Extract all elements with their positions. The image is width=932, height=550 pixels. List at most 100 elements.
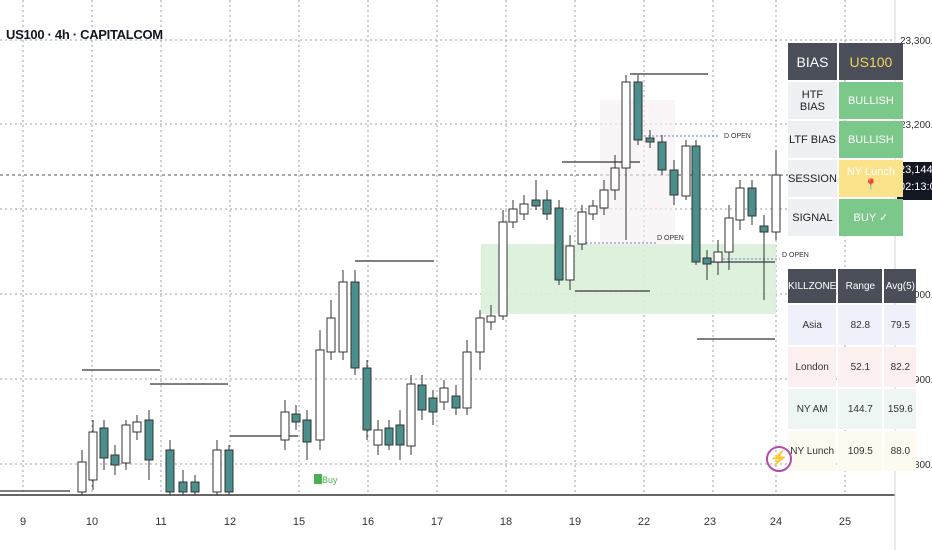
- signal-value: BUY ✓: [838, 199, 903, 236]
- htf-bias-label: HTF BIAS: [788, 82, 837, 119]
- killzone-name: NY Lunch: [788, 431, 837, 471]
- candle: [498, 221, 508, 317]
- candle: [645, 137, 655, 143]
- candle: [519, 203, 529, 215]
- d-open-label-2: D OPEN: [657, 235, 684, 242]
- candle: [362, 367, 372, 431]
- candle: [577, 211, 587, 245]
- time-label: 9: [20, 516, 26, 528]
- time-label: 19: [569, 516, 581, 528]
- table-row: London 52.1 82.2: [788, 347, 917, 387]
- bias-symbol: US100: [838, 43, 903, 80]
- candle: [280, 411, 290, 441]
- time-label: 18: [500, 516, 512, 528]
- killzone-range: 144.7: [838, 389, 883, 429]
- session-value: NY Lunch 📍: [838, 160, 903, 197]
- bias-table: BIAS US100 HTF BIAS BULLISH LTF BIAS BUL…: [786, 41, 905, 238]
- current-price-tag: 23,144.1 02:13:07: [897, 162, 932, 200]
- killzone-avg: 88.0: [884, 431, 917, 471]
- table-row: NY AM 144.7 159.6: [788, 389, 917, 429]
- candle: [326, 317, 336, 353]
- chart-title: US100 · 4h · CAPITALCOM: [6, 27, 163, 42]
- candle: [554, 207, 564, 281]
- time-label: 15: [293, 516, 305, 528]
- time-label: 23: [704, 516, 716, 528]
- killzone-table: KILLZONE Range Avg(5) Asia 82.8 79.5 Lon…: [786, 267, 918, 473]
- candle: [681, 145, 691, 197]
- time-label: 17: [431, 516, 443, 528]
- candle: [531, 199, 541, 207]
- candle: [291, 413, 301, 423]
- candle: [713, 251, 723, 263]
- killzone-header: KILLZONE: [788, 269, 837, 303]
- candle: [735, 187, 745, 221]
- candle: [315, 349, 325, 441]
- candle: [691, 145, 701, 263]
- candle: [771, 174, 781, 233]
- candles: [77, 75, 781, 495]
- candle: [338, 281, 348, 353]
- killzone-name: London: [788, 347, 837, 387]
- candle: [759, 225, 769, 233]
- killzone-range: 52.1: [838, 347, 883, 387]
- time-label: 22: [638, 516, 650, 528]
- candle: [610, 167, 620, 191]
- killzone-avg: 79.5: [884, 305, 917, 345]
- time-label: 16: [362, 516, 374, 528]
- killzone-range: 109.5: [838, 431, 883, 471]
- candle: [599, 189, 609, 209]
- lightning-bolt-icon[interactable]: ⚡: [766, 446, 792, 472]
- d-open-label-3: D OPEN: [782, 252, 809, 259]
- ltf-bias-label: LTF BIAS: [788, 121, 837, 158]
- candle: [621, 81, 631, 169]
- candle: [88, 431, 98, 481]
- candle: [190, 481, 200, 493]
- range-header: Range: [838, 269, 883, 303]
- d-open-label-1: D OPEN: [724, 133, 751, 140]
- candle: [121, 424, 131, 464]
- candle: [178, 481, 188, 493]
- session-label: SESSION: [788, 160, 837, 197]
- killzone-name: Asia: [788, 305, 837, 345]
- candle: [702, 257, 712, 265]
- candle: [99, 427, 109, 459]
- candle: [565, 245, 575, 281]
- candle: [395, 424, 405, 446]
- current-price: 23,144.1: [899, 164, 932, 176]
- candle: [486, 315, 496, 323]
- candle: [588, 205, 598, 215]
- candle: [451, 395, 461, 409]
- bias-header: BIAS: [788, 43, 837, 80]
- price-label: 23,200.0: [900, 120, 932, 131]
- table-row: NY Lunch 109.5 88.0: [788, 431, 917, 471]
- candle: [77, 461, 87, 493]
- killzone-range: 82.8: [838, 305, 883, 345]
- candle: [406, 383, 416, 447]
- killzone-avg: 82.2: [884, 347, 917, 387]
- demand-zone: [481, 244, 776, 314]
- candle: [747, 187, 757, 217]
- candle: [657, 141, 667, 171]
- time-label: 10: [86, 516, 98, 528]
- candle: [373, 429, 383, 446]
- buy-signal-label: Buy: [322, 475, 338, 485]
- candle: [144, 419, 154, 461]
- candle: [724, 217, 734, 253]
- candle: [669, 169, 679, 196]
- candle: [302, 419, 312, 443]
- candle: [475, 317, 485, 353]
- candle: [224, 449, 234, 493]
- candle: [417, 384, 427, 411]
- htf-bias-value: BULLISH: [838, 82, 903, 119]
- time-label: 11: [155, 516, 166, 528]
- candle: [350, 281, 360, 369]
- killzone-name: NY AM: [788, 389, 837, 429]
- candle: [508, 208, 518, 223]
- time-label: 12: [224, 516, 236, 528]
- bar-countdown: 02:13:07: [899, 181, 932, 193]
- table-row: Asia 82.8 79.5: [788, 305, 917, 345]
- price-label: 23,300.0: [900, 36, 932, 47]
- candle: [633, 81, 643, 141]
- ltf-bias-value: BULLISH: [838, 121, 903, 158]
